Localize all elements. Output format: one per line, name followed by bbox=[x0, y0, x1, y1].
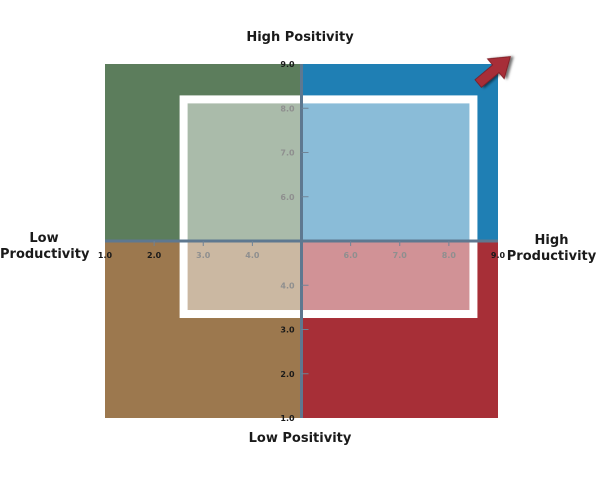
y-tick-label: 3.0 bbox=[280, 326, 295, 335]
y-tick-label: 9.0 bbox=[280, 60, 295, 69]
y-tick-label: 1.0 bbox=[280, 414, 295, 423]
x-tick-label: 4.0 bbox=[245, 251, 260, 260]
y-tick-label: 4.0 bbox=[280, 281, 295, 290]
x-tick-label: 9.0 bbox=[491, 251, 506, 260]
quadrant-bottom-right bbox=[301, 241, 498, 418]
label-low-productivity: Low Productivity bbox=[0, 231, 90, 262]
quadrant-top-right bbox=[301, 64, 498, 241]
growth-arrow-icon bbox=[474, 56, 511, 88]
x-tick-label: 8.0 bbox=[442, 251, 457, 260]
label-high-productivity: High Productivity bbox=[506, 233, 597, 264]
x-tick-label: 3.0 bbox=[196, 251, 211, 260]
x-tick-label: 2.0 bbox=[147, 251, 162, 260]
quadrant-bottom-left bbox=[105, 241, 302, 418]
x-tick-label: 7.0 bbox=[393, 251, 408, 260]
label-high-positivity: High Positivity bbox=[246, 30, 354, 45]
y-tick-label: 2.0 bbox=[280, 370, 295, 379]
y-tick-label: 7.0 bbox=[280, 149, 295, 158]
highlight-box bbox=[179, 95, 478, 319]
label-low-positivity: Low Positivity bbox=[248, 431, 352, 446]
x-tick-label: 1.0 bbox=[98, 251, 113, 260]
y-tick-label: 8.0 bbox=[280, 104, 295, 113]
y-tick-label: 6.0 bbox=[280, 193, 295, 202]
x-tick-label: 6.0 bbox=[344, 251, 359, 260]
quadrant-top-left bbox=[105, 64, 302, 241]
